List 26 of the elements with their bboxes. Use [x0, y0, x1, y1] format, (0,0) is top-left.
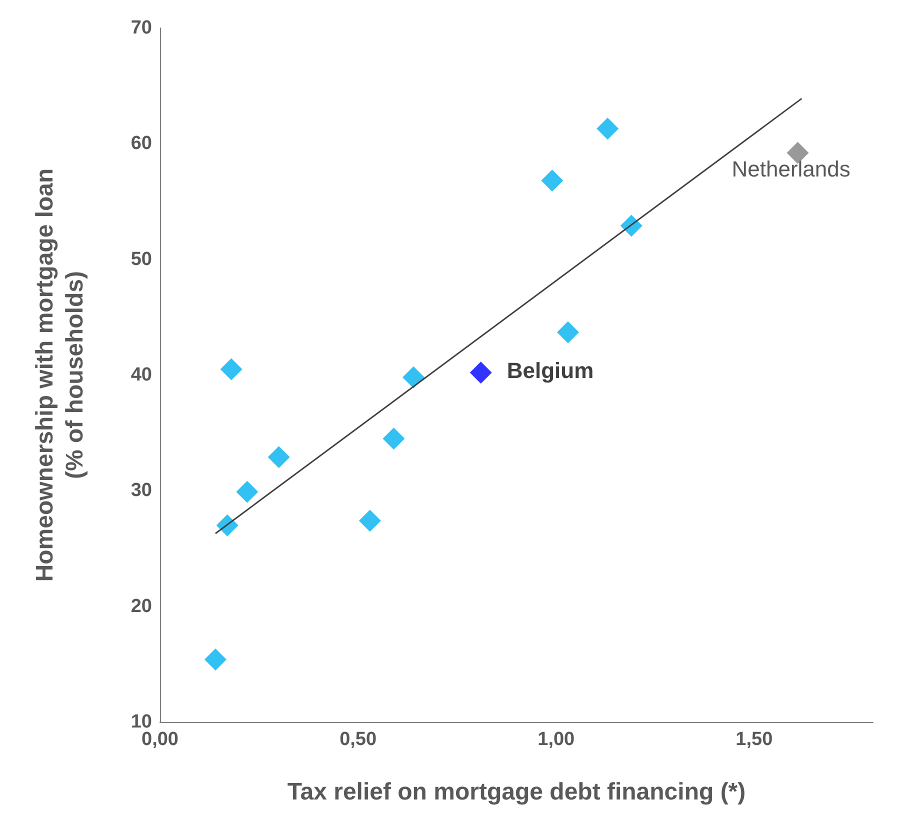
point: [470, 362, 492, 384]
annotation: Belgium: [506, 358, 594, 384]
point: [236, 480, 258, 503]
y-tick-label: 20: [130, 596, 152, 617]
point: [402, 366, 425, 388]
x-tick-label: 0,50: [340, 729, 377, 750]
y-tick-label: 60: [130, 133, 152, 154]
annotation: Netherlands: [732, 156, 850, 182]
point: [204, 648, 226, 671]
point: [620, 214, 642, 237]
point: [216, 514, 238, 536]
y-tick-label: 40: [130, 364, 152, 386]
point: [596, 118, 619, 140]
x-tick-label: 1,00: [538, 729, 575, 750]
point: [220, 358, 242, 380]
y-tick-label: 50: [130, 248, 152, 270]
y-axis-title: Homeownership with mortgage loan (% of households): [32, 168, 88, 582]
y-tick-label: 70: [130, 18, 152, 38]
point: [556, 321, 579, 344]
point: [541, 170, 564, 192]
point: [268, 446, 290, 468]
x-axis-title: Tax relief on mortgage debt financing (*): [287, 778, 746, 806]
x-tick-label: 1,50: [736, 729, 773, 750]
point: [358, 510, 381, 532]
y-tick-label: 30: [130, 480, 152, 502]
point: [382, 428, 405, 450]
